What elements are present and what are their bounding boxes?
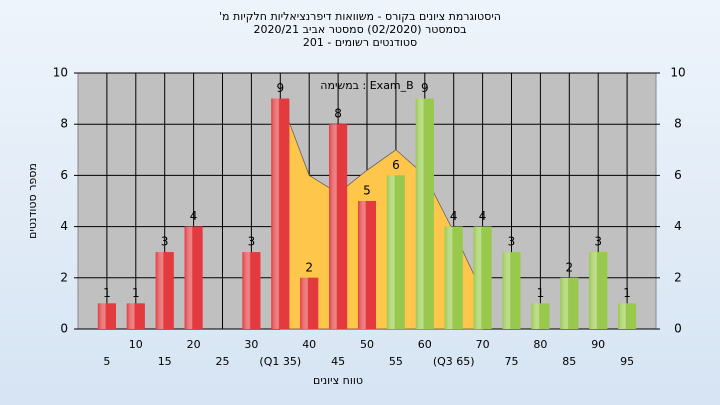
x-tick-label: 10 [129,338,143,351]
x-axis-label: טווח ציונים [313,374,363,387]
x-tick-label: 60 [418,338,432,351]
bar [358,201,376,329]
x-tick-label: 20 [187,338,201,351]
x-tick-label: 55 [389,355,403,368]
value-label: 3 [594,235,602,249]
subtitle: בסמסטר (02/2020) סמסטר אביב 2020/21 [253,23,466,36]
bar [618,303,637,329]
bar [386,175,405,329]
x-tick-label: 5 [103,355,110,368]
bar [560,277,579,329]
value-label: 3 [248,235,256,249]
subtitle: סטודנטים רשומים - 201 [303,36,417,49]
x-tick-label: 85 [562,355,576,368]
value-label: 3 [508,235,516,249]
x-tick-label: 70 [476,338,490,351]
x-tick-label: 80 [533,338,547,351]
x-tick-label: 40 [302,338,316,351]
bar [97,303,116,329]
y2-tick-label: 0 [674,322,682,336]
x-tick-label: (Q1 35) [259,355,301,368]
value-label: 6 [392,158,400,172]
value-label: 1 [103,286,111,300]
x-tick-label: 15 [158,355,172,368]
value-label: 1 [623,286,631,300]
chart-title: 'היסטוגרמת ציונים בקורס - משוואות דיפרנצ… [219,10,501,23]
bar [300,277,319,329]
y2-tick-label: 4 [674,219,682,233]
bar [126,303,145,329]
y-tick-label: 0 [60,322,68,336]
x-tick-label: 25 [216,355,230,368]
bar [271,98,290,329]
value-label: 5 [363,184,371,198]
x-tick-label: 90 [591,338,605,351]
value-label: 4 [190,209,198,223]
value-label: 3 [161,235,169,249]
value-label: 4 [450,209,458,223]
y2-tick-label: 10 [670,66,685,80]
bar [473,226,492,329]
bar [444,226,463,329]
y-tick-label: 2 [60,270,68,284]
value-label: 2 [565,260,573,274]
bar [531,303,550,329]
y-tick-label: 4 [60,219,68,233]
y2-tick-label: 8 [674,117,682,131]
y2-tick-label: 6 [674,168,682,182]
bar [184,226,203,329]
x-tick-label: 95 [620,355,634,368]
x-tick-label: 45 [331,355,345,368]
bar [242,252,261,329]
x-tick-label: 75 [505,355,519,368]
value-label: 8 [334,107,342,121]
y-axis-label: מספר סטודנטים [26,163,39,239]
x-tick-label: (Q3 65) [433,355,475,368]
bar [589,252,608,329]
value-label: 9 [421,81,429,95]
bar [329,124,348,329]
bar [155,252,174,329]
value-label: 1 [132,286,140,300]
value-label: 4 [479,209,487,223]
bar [502,252,521,329]
x-tick-label: 30 [244,338,258,351]
value-label: 1 [537,286,545,300]
y2-tick-label: 2 [674,270,682,284]
x-tick-label: 50 [360,338,374,351]
y-tick-label: 8 [60,117,68,131]
y-tick-label: 10 [53,66,68,80]
value-label: 2 [305,260,313,274]
value-label: 9 [276,81,284,95]
y-tick-label: 6 [60,168,68,182]
bar [415,98,434,329]
